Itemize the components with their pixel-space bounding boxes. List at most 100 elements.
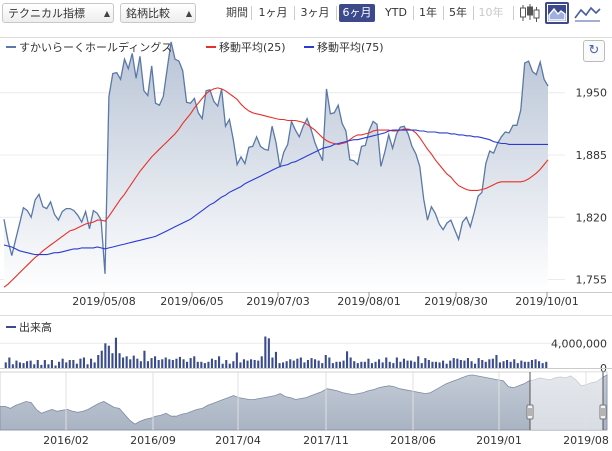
- volume-bar: [253, 360, 256, 368]
- compare-stocks-label: 銘柄比較: [126, 7, 170, 20]
- navigator-handle[interactable]: [599, 404, 607, 420]
- volume-bar: [474, 363, 477, 368]
- technical-indicator-dropdown[interactable]: テクニカル指標 ▲: [2, 3, 114, 23]
- volume-bar: [61, 358, 64, 368]
- volume-bar: [146, 361, 149, 368]
- volume-bar: [214, 360, 217, 368]
- navigator-handle[interactable]: [526, 404, 534, 420]
- volume-bar: [356, 363, 359, 368]
- volume-bar: [445, 363, 448, 368]
- volume-bar: [328, 357, 331, 368]
- volume-bar: [513, 359, 516, 368]
- main-x-tick-label: 2019/06/05: [160, 295, 223, 308]
- volume-bar: [218, 356, 221, 368]
- volume-bar: [545, 361, 548, 368]
- volume-bar: [317, 360, 320, 368]
- period-ytd-button[interactable]: YTD: [385, 6, 407, 19]
- volume-bar: [225, 360, 228, 368]
- volume-bar: [374, 361, 377, 368]
- volume-bar: [250, 359, 253, 368]
- divider: [251, 6, 252, 20]
- volume-bar: [395, 357, 398, 368]
- volume-bar: [129, 359, 132, 368]
- volume-bar: [509, 361, 512, 368]
- main-y-tick-label: 1,820: [576, 211, 608, 224]
- volume-bar: [303, 362, 306, 368]
- volume-bar: [289, 359, 292, 368]
- volume-bar: [207, 361, 210, 368]
- volume-bar: [470, 361, 473, 368]
- line-chart-icon[interactable]: [572, 2, 601, 24]
- volume-bar: [150, 358, 153, 368]
- volume-bar: [342, 360, 345, 368]
- period-1y-button[interactable]: 1年: [419, 6, 437, 19]
- navigator[interactable]: [0, 371, 608, 431]
- volume-bar: [306, 360, 309, 368]
- volume-bar: [97, 355, 100, 368]
- compare-stocks-dropdown[interactable]: 銘柄比較 ▲: [120, 3, 196, 23]
- volume-bar: [282, 362, 285, 368]
- volume-bar: [189, 358, 192, 368]
- volume-bar: [242, 359, 245, 368]
- volume-bar: [15, 360, 18, 368]
- main-x-tick-label: 2019/10/01: [515, 295, 578, 308]
- volume-bar: [196, 361, 199, 368]
- volume-bar: [171, 360, 174, 368]
- navigator-x-tick-label: 2018/06: [390, 434, 436, 447]
- volume-bar: [111, 353, 114, 368]
- volume-bar: [43, 360, 46, 368]
- navigator-selection[interactable]: [530, 372, 603, 430]
- volume-bar: [139, 361, 142, 368]
- volume-bar: [18, 362, 21, 368]
- updown-caret-icon: ▲: [103, 9, 110, 18]
- candlestick-chart-icon[interactable]: [517, 2, 541, 24]
- volume-bar: [417, 356, 420, 368]
- legend-ma25-label: 移動平均(25): [219, 40, 286, 54]
- volume-bar: [65, 362, 68, 368]
- volume-bar: [271, 357, 274, 368]
- navigator-x-tick-label: 2016/09: [130, 434, 176, 447]
- volume-bar: [463, 360, 466, 368]
- volume-bar: [538, 361, 541, 368]
- volume-bar: [239, 362, 242, 368]
- volume-bar: [82, 357, 85, 368]
- volume-y-tick-label: 4,000,000: [551, 337, 607, 350]
- volume-bar: [11, 364, 14, 368]
- volume-bar: [267, 338, 270, 368]
- period-label: 期間: [226, 6, 248, 19]
- volume-bar: [477, 358, 480, 368]
- legend-ma75-label: 移動平均(75): [317, 40, 384, 54]
- period-10y-button[interactable]: 10年: [478, 6, 504, 19]
- period-1m-button[interactable]: 1ヶ月: [258, 6, 288, 19]
- volume-bar: [520, 360, 523, 368]
- navigator-x-axis: 2016/02 2016/09 2017/04 2017/11 2018/06 2019/…: [43, 372, 609, 447]
- volume-bar: [427, 360, 430, 368]
- volume-bar: [420, 363, 423, 368]
- period-6m-button[interactable]: 6ヶ月: [339, 4, 375, 22]
- volume-bar: [29, 360, 32, 368]
- volume-bar: [22, 363, 25, 368]
- volume-bar: [175, 358, 178, 368]
- volume-bar: [324, 355, 327, 368]
- volume-bar: [118, 353, 121, 368]
- price-line: [3, 41, 549, 274]
- refresh-button[interactable]: ↻: [583, 40, 605, 62]
- volume-bar: [331, 363, 334, 368]
- area-chart-icon[interactable]: [545, 2, 569, 24]
- volume-bar: [321, 363, 324, 368]
- volume-bar: [530, 360, 533, 368]
- volume-bar: [100, 350, 103, 368]
- navigator-x-tick-label: 2016/02: [43, 434, 89, 447]
- volume-bar: [360, 361, 363, 368]
- volume-bar: [114, 337, 117, 368]
- period-3m-button[interactable]: 3ヶ月: [300, 6, 330, 19]
- volume-bar: [488, 359, 491, 368]
- volume-bar: [338, 361, 341, 368]
- volume-bar: [523, 361, 526, 368]
- price-area-fill: [4, 41, 548, 293]
- volume-bar: [402, 358, 405, 368]
- period-5y-button[interactable]: 5年: [449, 6, 467, 19]
- volume-bar: [314, 359, 317, 368]
- volume-bar: [506, 360, 509, 368]
